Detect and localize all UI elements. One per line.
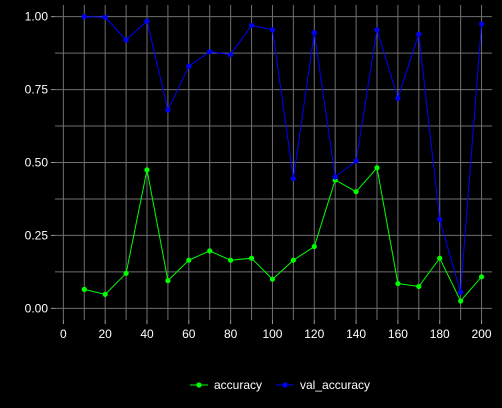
x-tick-label: 120 <box>304 327 324 341</box>
y-tick-label: 0.00 <box>25 301 49 315</box>
x-tick-label: 140 <box>346 327 366 341</box>
point-val_accuracy <box>144 18 150 24</box>
point-accuracy <box>269 276 276 282</box>
point-val_accuracy <box>186 63 192 69</box>
point-accuracy <box>290 257 296 263</box>
point-accuracy <box>207 248 213 254</box>
point-val_accuracy <box>269 27 276 33</box>
point-val_accuracy <box>395 95 401 101</box>
x-tick-label: 80 <box>224 327 238 341</box>
point-val_accuracy <box>374 27 380 33</box>
x-tick-label: 60 <box>182 327 196 341</box>
point-val_accuracy <box>416 31 422 37</box>
legend-marker <box>196 382 202 388</box>
point-accuracy <box>311 243 317 250</box>
y-tick-label: 0.75 <box>25 83 49 97</box>
grid <box>55 5 492 320</box>
point-val_accuracy <box>353 158 359 164</box>
point-accuracy <box>437 255 443 261</box>
point-val_accuracy <box>81 14 87 20</box>
point-accuracy <box>395 280 401 287</box>
axes: 0.00 0.25 0.50 0.75 1.00 0 20 40 60 80 100 120 140 16… <box>25 10 492 341</box>
point-val_accuracy <box>123 37 129 43</box>
series-line-accuracy <box>84 166 482 302</box>
legend-label: accuracy <box>214 378 262 392</box>
x-tick-label: 160 <box>388 327 408 341</box>
point-accuracy <box>144 167 150 173</box>
y-tick-label: 0.50 <box>25 156 49 170</box>
point-val_accuracy <box>478 21 485 27</box>
x-tick-label: 180 <box>430 327 450 341</box>
point-accuracy <box>458 298 464 304</box>
y-tick-label: 1.00 <box>25 10 49 24</box>
point-val_accuracy <box>102 14 108 20</box>
point-accuracy <box>81 286 87 292</box>
point-val_accuracy <box>332 174 338 180</box>
point-val_accuracy <box>458 289 464 295</box>
point-accuracy <box>102 291 108 297</box>
legend: accuracy val_accuracy <box>190 378 370 392</box>
series-line-val_accuracy <box>84 16 482 293</box>
point-val_accuracy <box>437 216 443 222</box>
x-tick-label: 0 <box>60 327 67 341</box>
y-tick-label: 0.25 <box>25 228 49 242</box>
point-val_accuracy <box>290 175 296 182</box>
point-accuracy <box>353 189 359 195</box>
x-tick-label: 20 <box>99 327 113 341</box>
point-accuracy <box>186 257 192 263</box>
point-accuracy <box>416 283 422 290</box>
legend-marker <box>282 382 288 388</box>
point-val_accuracy <box>248 22 255 29</box>
point-val_accuracy <box>311 30 317 36</box>
point-accuracy <box>478 274 485 280</box>
x-tick-label: 200 <box>472 327 492 341</box>
point-accuracy <box>248 255 255 261</box>
point-val_accuracy <box>228 51 234 58</box>
x-tick-label: 100 <box>262 327 282 341</box>
point-accuracy <box>165 278 171 284</box>
point-val_accuracy <box>207 49 213 55</box>
point-accuracy <box>228 257 234 263</box>
legend-label: val_accuracy <box>300 378 370 392</box>
x-tick-label: 40 <box>140 327 154 341</box>
point-accuracy <box>123 270 129 276</box>
point-accuracy <box>374 165 380 171</box>
series <box>81 14 485 304</box>
point-val_accuracy <box>165 107 171 113</box>
